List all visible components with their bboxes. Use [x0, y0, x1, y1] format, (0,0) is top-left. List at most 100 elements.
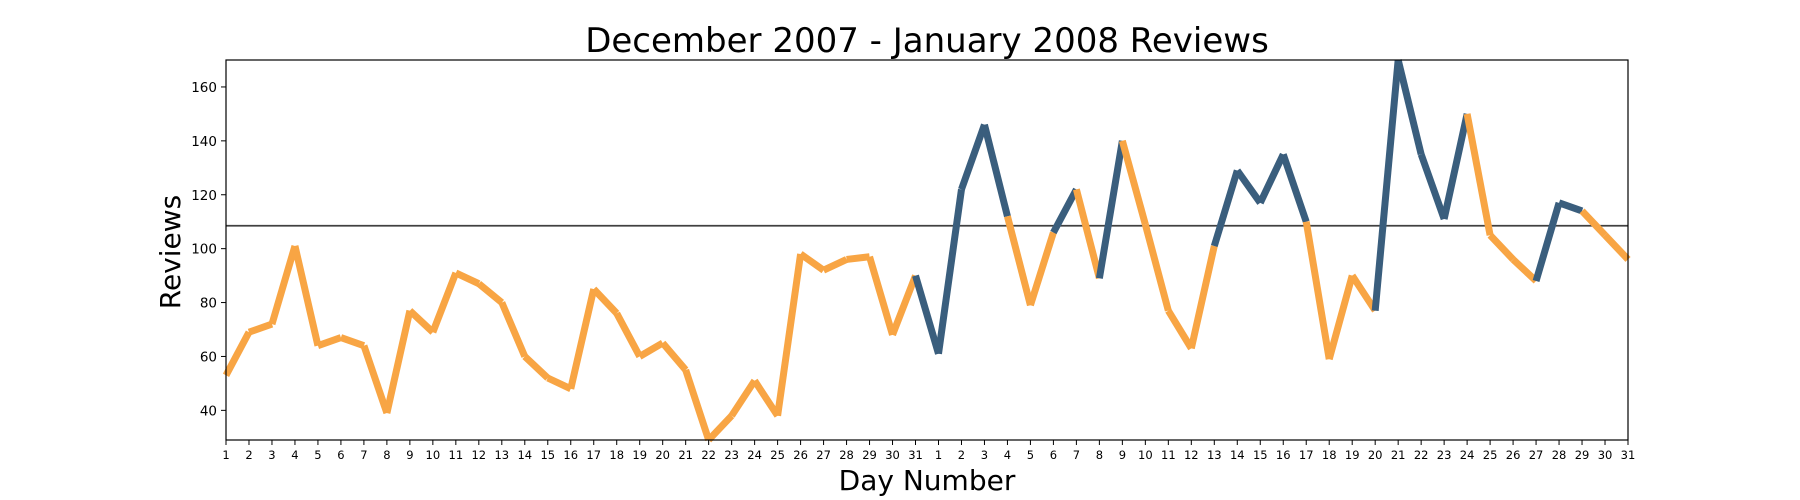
series-segment [316, 334, 343, 349]
x-tick-label: 6 [337, 448, 344, 462]
series-segment [1234, 168, 1264, 205]
x-tick-label: 17 [586, 448, 601, 462]
x-tick-label: 24 [1460, 448, 1475, 462]
series-segment [1394, 59, 1425, 156]
x-tick-label: 25 [1483, 448, 1498, 462]
x-tick-label: 30 [1598, 448, 1613, 462]
series-segment [1165, 308, 1195, 351]
series-segment [1141, 223, 1172, 312]
x-tick-label: 28 [1552, 448, 1567, 462]
x-tick-label: 13 [494, 448, 509, 462]
x-tick-label: 22 [701, 448, 716, 462]
x-tick-label: 3 [981, 448, 988, 462]
series-segment [958, 123, 988, 191]
series-segment [591, 286, 620, 316]
x-tick-label: 27 [1529, 448, 1544, 462]
x-tick-label: 2 [958, 448, 965, 462]
x-tick-label: 23 [1437, 448, 1452, 462]
series-segment [454, 269, 481, 287]
series-segment [889, 274, 919, 337]
series-segment [613, 311, 643, 359]
series-segment [383, 309, 414, 414]
series-segment [981, 123, 1011, 218]
x-tick-label: 24 [747, 448, 762, 462]
x-tick-label: 8 [383, 448, 390, 462]
x-tick-label: 21 [678, 448, 693, 462]
x-tick-label: 29 [1575, 448, 1590, 462]
x-tick-label: 15 [540, 448, 555, 462]
series-segment [1050, 187, 1080, 235]
series-segment [751, 378, 781, 418]
x-tick-label: 15 [1253, 448, 1268, 462]
x-tick-label: 12 [1184, 448, 1199, 462]
series-segment [1417, 153, 1448, 221]
series-segment [682, 368, 712, 442]
x-tick-label: 5 [1027, 448, 1034, 462]
x-tick-label: 9 [406, 448, 413, 462]
x-tick-label: 18 [609, 448, 624, 462]
series-segment [1279, 153, 1310, 223]
x-tick-label: 22 [1414, 448, 1429, 462]
series-segment [798, 251, 826, 274]
series-segment [912, 274, 942, 355]
x-tick-label: 8 [1096, 448, 1103, 462]
x-tick-label: 10 [1138, 448, 1153, 462]
series-segment [546, 374, 573, 392]
series-segment [1487, 232, 1516, 262]
series-segment [1004, 215, 1034, 307]
series-segment [1210, 169, 1241, 247]
x-tick-label: 7 [360, 448, 367, 462]
series-segment [660, 340, 689, 373]
x-tick-label: 5 [314, 448, 321, 462]
y-tick-label: 120 [191, 188, 217, 204]
x-tick-label: 31 [1621, 448, 1636, 462]
x-tick-label: 4 [291, 448, 298, 462]
series-segment [706, 413, 735, 443]
x-tick-label: 19 [1345, 448, 1360, 462]
x-tick-label: 26 [793, 448, 808, 462]
series-segment [1073, 188, 1103, 280]
y-tick-label: 40 [200, 403, 217, 419]
series-segment [1510, 256, 1539, 284]
x-tick-label: 4 [1004, 448, 1011, 462]
x-tick-label: 28 [839, 448, 854, 462]
y-tick-label: 160 [191, 80, 217, 96]
x-tick-label: 25 [770, 448, 785, 462]
series-segment [429, 271, 460, 334]
series-segment [1257, 152, 1287, 205]
x-tick-label: 19 [632, 448, 647, 462]
series-segment [1187, 245, 1218, 350]
x-axis-label: Day Number [839, 464, 1016, 497]
x-tick-label: 26 [1506, 448, 1521, 462]
series-segment [1579, 208, 1608, 238]
x-tick-label: 12 [471, 448, 486, 462]
x-tick-label: 20 [1368, 448, 1383, 462]
y-tick-label: 80 [200, 296, 217, 312]
x-tick-label: 7 [1073, 448, 1080, 462]
x-tick-label: 27 [816, 448, 831, 462]
series-segment [476, 280, 505, 306]
x-tick-label: 18 [1322, 448, 1337, 462]
x-tick-label: 2 [245, 448, 252, 462]
y-tick-label: 60 [200, 349, 217, 365]
x-tick-label: 20 [655, 448, 670, 462]
y-axis-label: Reviews [154, 195, 187, 310]
series-segment [935, 188, 965, 355]
series-segment [1532, 201, 1563, 282]
x-tick-label: 9 [1119, 448, 1126, 462]
series-segment [522, 353, 551, 381]
x-tick-label: 29 [862, 448, 877, 462]
x-tick-label: 13 [1207, 448, 1222, 462]
x-tick-label: 10 [426, 448, 441, 462]
series-segment [1027, 231, 1057, 307]
series-segment [498, 301, 529, 358]
x-tick-label: 11 [1161, 448, 1176, 462]
x-tick-label: 1 [222, 448, 229, 462]
x-tick-label: 3 [268, 448, 275, 462]
series-segment [339, 334, 366, 349]
series-segment [1302, 221, 1333, 360]
series-segment [1557, 199, 1584, 215]
series-segment [1371, 59, 1402, 311]
